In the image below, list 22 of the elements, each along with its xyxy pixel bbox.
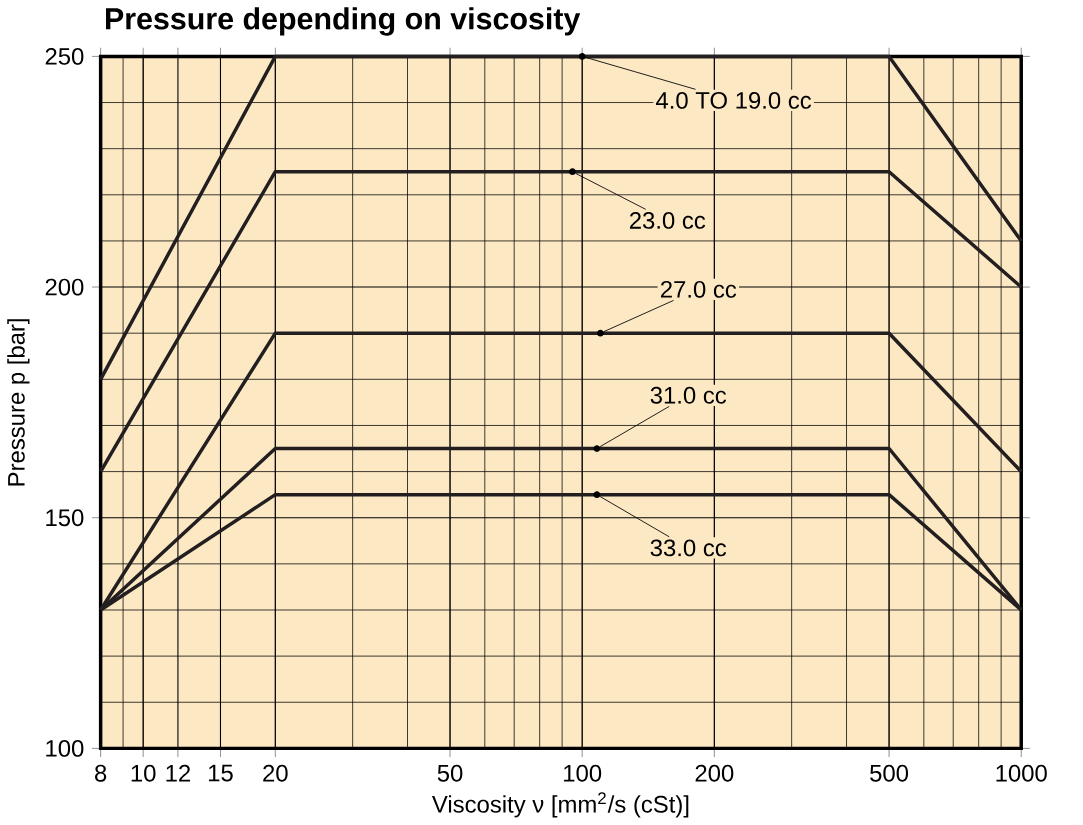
y-axis-title: Pressure p [bar] — [7, 319, 30, 486]
x-tick-label: 50 — [437, 764, 463, 782]
x-tick-label: 20 — [263, 764, 288, 782]
y-tick-label: 150 — [46, 509, 84, 527]
x-tick-label: 200 — [695, 764, 734, 782]
y-tick-label: 100 — [46, 740, 84, 757]
series-label: 23.0 cc — [629, 212, 706, 230]
y-tick-label: 250 — [45, 48, 84, 65]
x-tick-label: 100 — [564, 764, 602, 782]
series-label: 31.0 cc — [650, 387, 727, 404]
x-tick-label: 1000 — [996, 764, 1047, 782]
y-tick-label: 200 — [45, 278, 84, 296]
x-tick-label: 15 — [209, 764, 233, 782]
x-tick-label: 8 — [95, 764, 107, 782]
chart-title: Pressure depending on viscosity — [106, 7, 581, 36]
x-tick-label: 12 — [166, 764, 191, 782]
series-label: 33.0 cc — [650, 539, 727, 557]
x-tick-label: 500 — [870, 764, 909, 782]
series-label: 4.0 TO 19.0 cc — [656, 92, 812, 109]
x-tick-label: 10 — [131, 764, 156, 782]
x-axis-title: Viscosity ν [mm$^{2}$/s (cSt)] — [431, 792, 689, 818]
series-label: 27.0 cc — [660, 281, 737, 298]
